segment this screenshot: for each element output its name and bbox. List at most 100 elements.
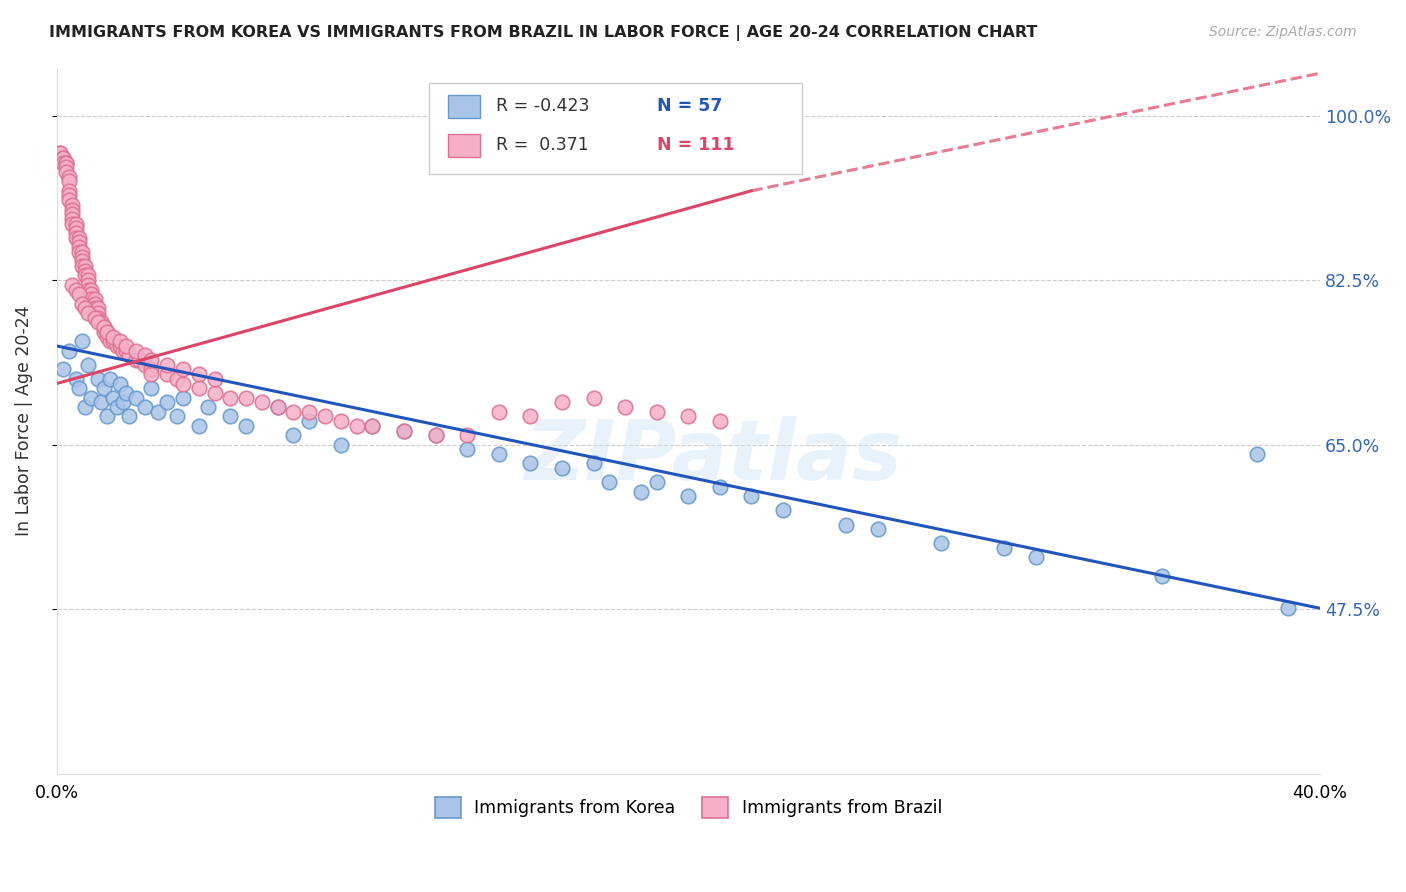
Point (77, 268, 100, 283)
Point (115, 339, 138, 353)
Point (678, 409, 700, 424)
Point (614, 400, 637, 414)
FancyBboxPatch shape (449, 134, 479, 157)
Point (283, 405, 305, 419)
Point (235, 418, 257, 433)
Point (55, 155, 77, 169)
Point (90, 395, 112, 409)
Point (298, 414, 321, 428)
Point (166, 372, 188, 386)
Point (83, 310, 105, 325)
Point (83, 296, 105, 310)
Point (65, 283, 87, 297)
Point (329, 414, 352, 428)
Point (80, 287, 103, 301)
Point (111, 343, 134, 358)
Point (118, 409, 141, 424)
Point (582, 457, 605, 471)
Point (86, 315, 108, 329)
Point (98, 334, 121, 349)
Point (197, 400, 219, 414)
Point (108, 339, 131, 353)
Point (103, 334, 125, 349)
Point (58, 193, 80, 207)
Point (314, 409, 336, 424)
Point (141, 367, 163, 381)
Point (456, 442, 478, 457)
Text: Source: ZipAtlas.com: Source: ZipAtlas.com (1209, 25, 1357, 39)
Point (118, 348, 141, 362)
Point (141, 362, 163, 376)
Point (58, 343, 80, 358)
Point (49, 146, 72, 161)
Point (70, 254, 93, 268)
Point (58, 188, 80, 202)
Point (772, 503, 794, 517)
Point (678, 489, 700, 503)
Point (67, 235, 90, 250)
Point (488, 447, 510, 461)
Point (60, 202, 83, 217)
Point (65, 231, 87, 245)
Point (103, 329, 125, 343)
Point (645, 475, 668, 490)
Point (73, 259, 96, 273)
Point (60, 198, 83, 212)
Point (80, 391, 103, 405)
Point (60, 277, 83, 292)
Point (519, 409, 541, 424)
Point (93, 320, 115, 334)
Point (93, 320, 115, 334)
Point (361, 418, 384, 433)
Point (598, 475, 620, 490)
Point (67, 381, 90, 395)
Point (582, 391, 605, 405)
Point (80, 283, 103, 297)
Point (709, 480, 731, 494)
Point (172, 376, 194, 391)
Point (425, 428, 447, 442)
Point (77, 283, 100, 297)
Point (55, 155, 77, 169)
Point (1277, 601, 1299, 615)
Point (70, 334, 93, 349)
Point (77, 358, 100, 372)
Point (52, 151, 75, 165)
Point (52, 151, 75, 165)
Text: N = 111: N = 111 (657, 136, 734, 153)
Point (90, 315, 112, 329)
Point (98, 372, 121, 386)
Point (108, 334, 131, 349)
Point (124, 343, 146, 358)
FancyBboxPatch shape (449, 95, 479, 118)
Point (77, 277, 100, 292)
Point (929, 536, 952, 550)
Point (204, 386, 226, 401)
Point (835, 517, 858, 532)
Point (156, 395, 179, 409)
Point (141, 353, 163, 368)
Text: R =  0.371: R = 0.371 (496, 136, 589, 153)
Point (96, 325, 118, 339)
Point (60, 211, 83, 226)
Point (80, 292, 103, 306)
Point (425, 428, 447, 442)
Point (96, 409, 118, 424)
Point (298, 405, 321, 419)
Point (58, 169, 80, 184)
Y-axis label: In Labor Force | Age 20-24: In Labor Force | Age 20-24 (15, 306, 32, 536)
Point (86, 306, 108, 320)
Point (645, 405, 668, 419)
Point (73, 301, 96, 316)
Point (52, 155, 75, 169)
Point (156, 358, 179, 372)
Point (146, 405, 169, 419)
Point (73, 263, 96, 277)
Point (361, 418, 384, 433)
Point (219, 409, 242, 424)
Point (346, 418, 368, 433)
Point (58, 174, 80, 188)
Point (172, 391, 194, 405)
Point (709, 414, 731, 428)
Point (115, 386, 138, 401)
